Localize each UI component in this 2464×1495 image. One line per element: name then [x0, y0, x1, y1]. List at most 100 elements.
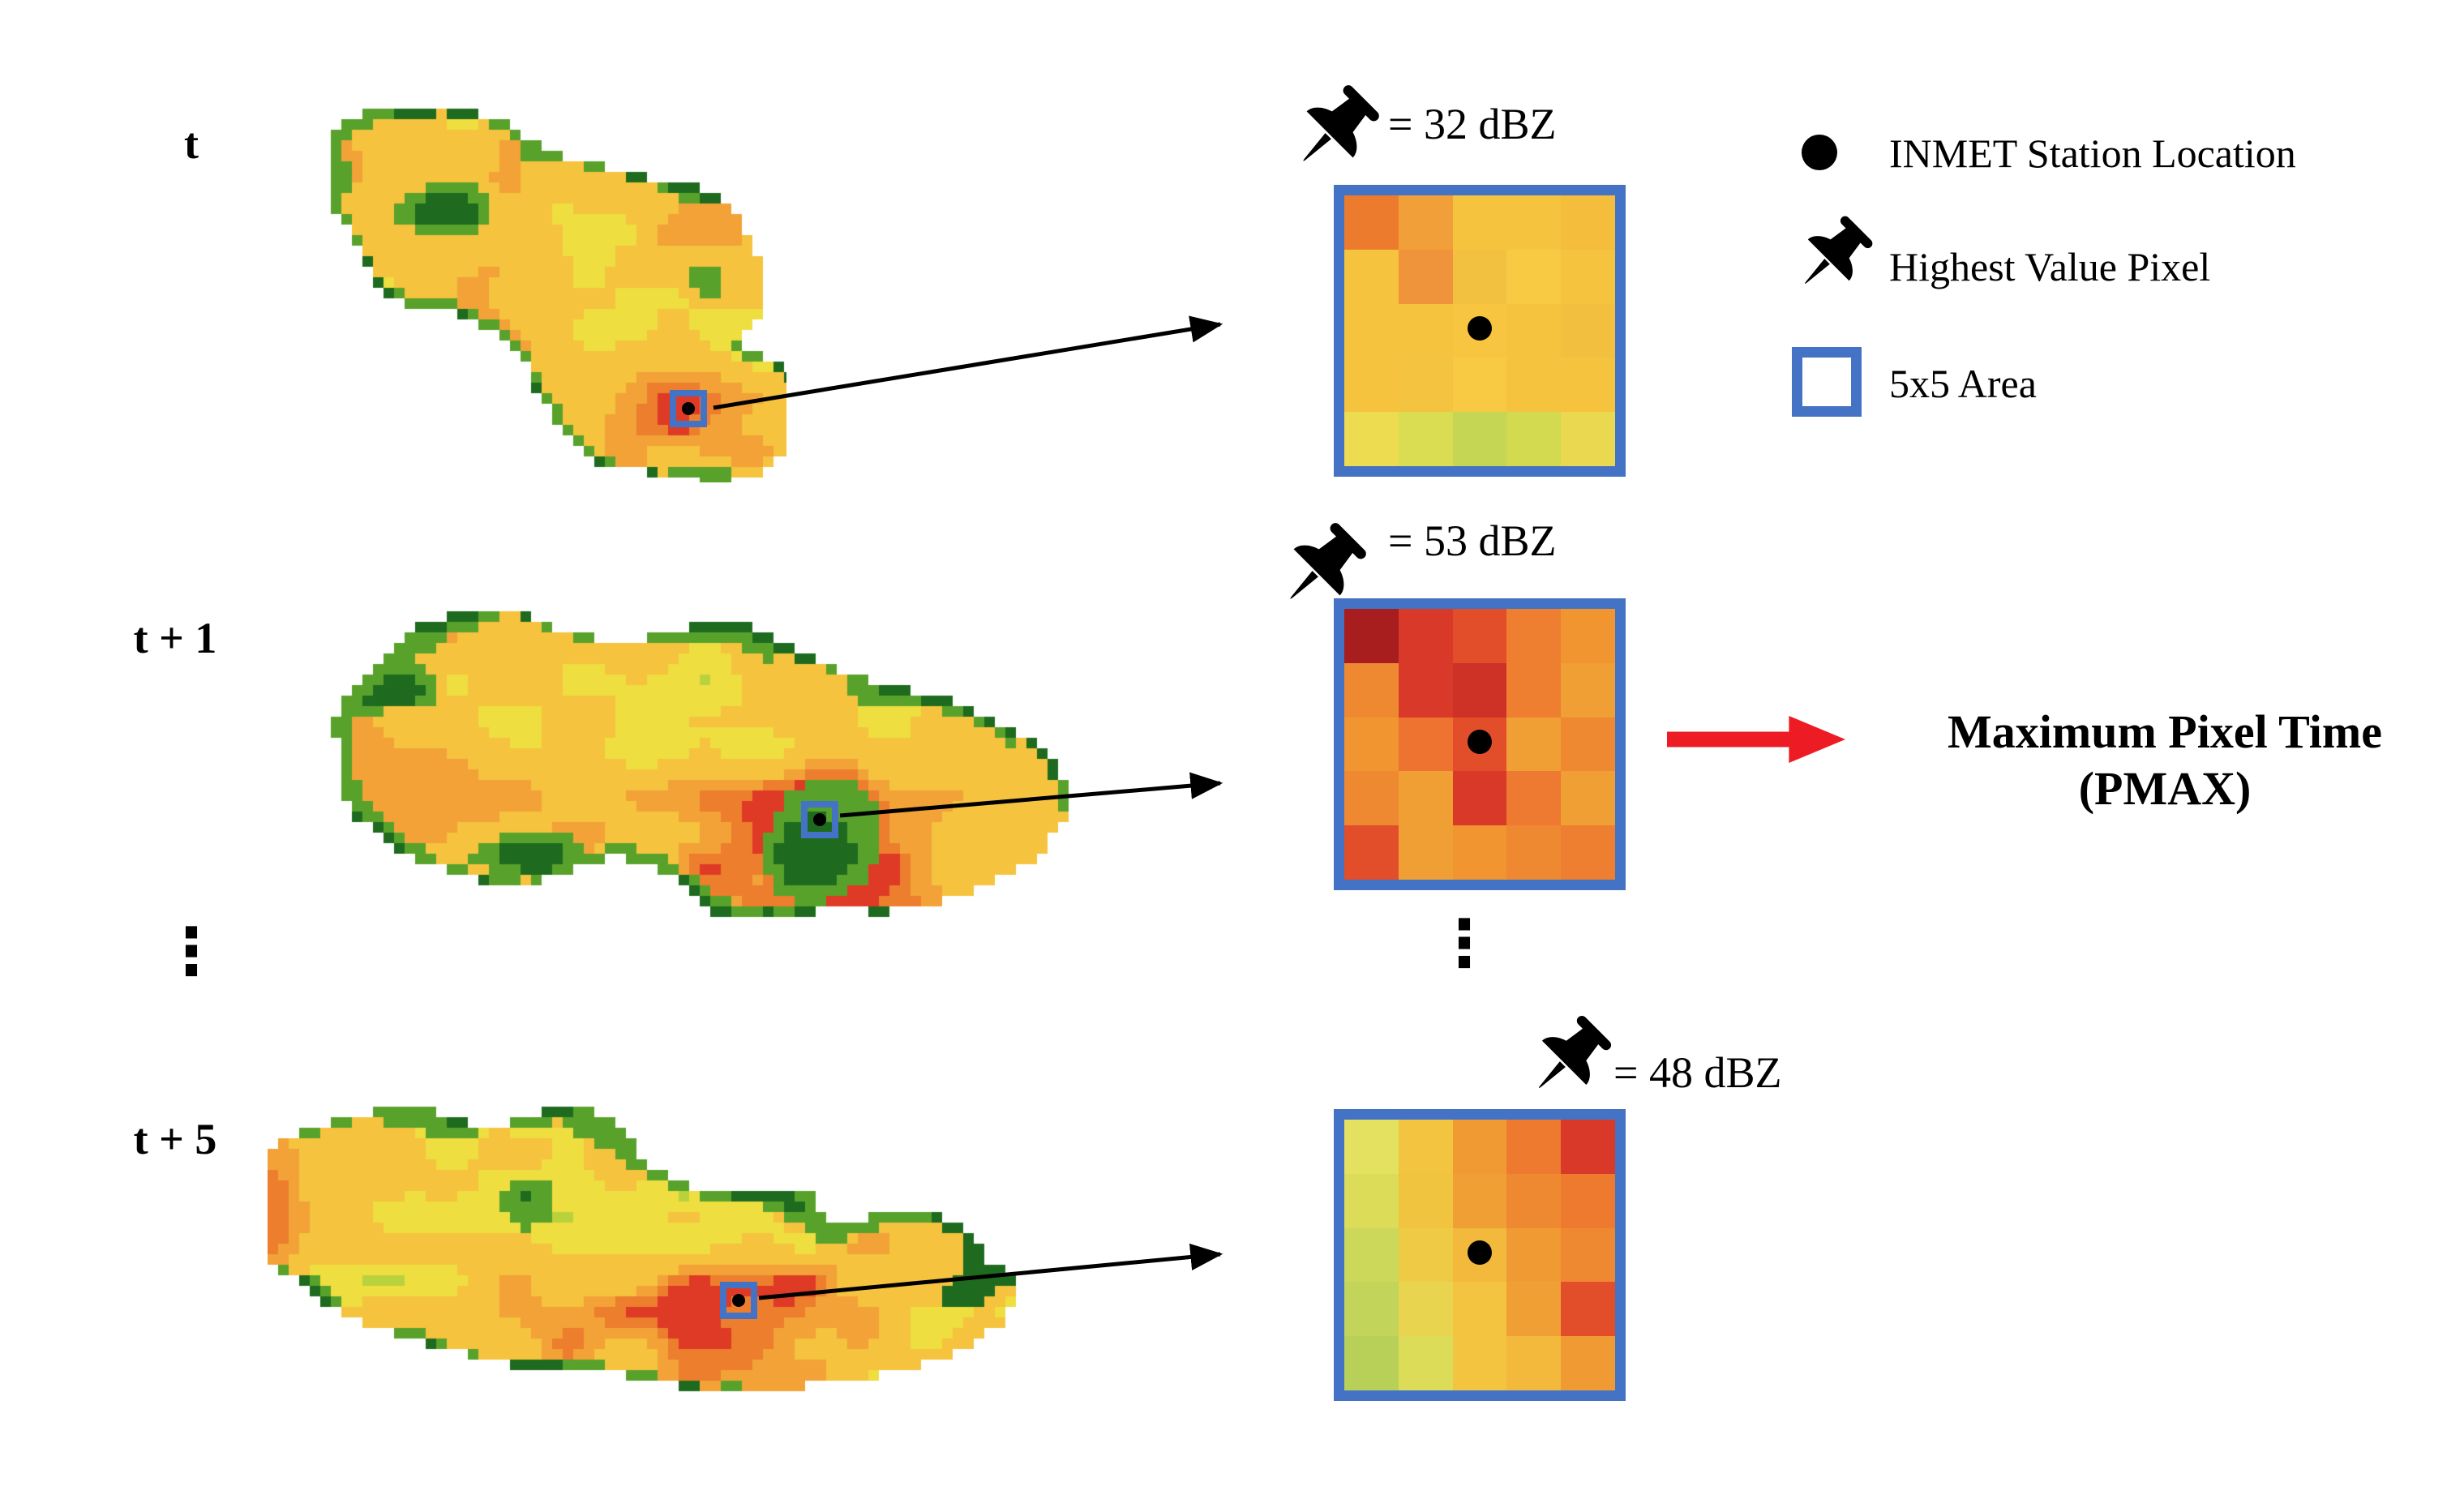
- grid-cell: [1344, 195, 1399, 250]
- pmax-label: Maximum Pixel Time (PMAX): [1881, 704, 2449, 816]
- grid-cell: [1452, 662, 1507, 718]
- grid-cell: [1561, 662, 1615, 718]
- area-square-icon: [1792, 347, 1862, 417]
- pushpin-icon: [1243, 497, 1392, 646]
- station-dot-icon: [813, 813, 826, 826]
- grid-cell: [1344, 303, 1399, 358]
- dbz-value-t1: = 53 dBZ: [1388, 516, 1557, 565]
- grid-cell: [1452, 1282, 1507, 1337]
- grid-cell: [1398, 1282, 1453, 1337]
- time-label-t5: t + 5: [133, 1115, 217, 1163]
- grid-cell: [1344, 1336, 1399, 1390]
- grid-cell: [1398, 303, 1453, 358]
- grid-cell: [1561, 358, 1615, 413]
- grid-cell: [1452, 195, 1507, 250]
- grid-cell: [1398, 412, 1453, 466]
- zoom-grid-t5: [1334, 1109, 1626, 1401]
- vertical-ellipsis-icon: ⋮: [159, 914, 224, 989]
- station-dot-icon: [732, 1294, 745, 1307]
- grid-cell: [1506, 1282, 1562, 1337]
- grid-cell: [1344, 1227, 1399, 1283]
- grid-cell: [1506, 412, 1562, 466]
- grid-cell: [1398, 609, 1453, 663]
- radar-map-t5: [268, 1054, 1038, 1476]
- grid-cell: [1561, 1336, 1615, 1390]
- grid-cell: [1506, 717, 1562, 772]
- grid-cell: [1344, 1282, 1399, 1337]
- grid-cell: [1344, 717, 1399, 772]
- station-dot-icon: [682, 402, 695, 415]
- grid-cell: [1452, 1336, 1507, 1390]
- grid-cell: [1561, 609, 1615, 663]
- legend-label-area: 5x5 Area: [1889, 361, 2037, 406]
- grid-cell: [1506, 358, 1562, 413]
- grid-cell: [1344, 412, 1399, 466]
- pushpin-icon: [1256, 59, 1405, 208]
- map-area-marker: [720, 1282, 757, 1319]
- grid-cell: [1561, 1173, 1615, 1228]
- grid-cell: [1398, 1120, 1453, 1174]
- radar-map-t: [268, 77, 786, 482]
- grid-cell: [1344, 1120, 1399, 1174]
- time-label-t1: t + 1: [133, 614, 217, 662]
- radar-map-t1: [268, 527, 1070, 1013]
- grid-cell: [1452, 771, 1507, 826]
- grid-cell: [1506, 825, 1562, 880]
- pmax-line1: Maximum Pixel Time: [1948, 705, 2382, 758]
- grid-cell: [1452, 1120, 1507, 1174]
- vertical-ellipsis-icon: ⋮: [1432, 906, 1497, 981]
- grid-cell: [1344, 358, 1399, 413]
- grid-cell: [1561, 825, 1615, 880]
- station-dot-icon: [1802, 135, 1837, 170]
- station-dot-icon: [1468, 730, 1492, 754]
- grid-cell: [1506, 609, 1562, 663]
- legend-label-pin: Highest Value Pixel: [1889, 244, 2211, 289]
- grid-cell: [1344, 609, 1399, 663]
- grid-cell: [1452, 358, 1507, 413]
- grid-cell: [1344, 662, 1399, 718]
- grid-cell: [1506, 195, 1562, 250]
- pushpin-icon: [1763, 193, 1896, 326]
- grid-cell: [1344, 771, 1399, 826]
- grid-cell: [1452, 825, 1507, 880]
- grid-cell: [1561, 1120, 1615, 1174]
- zoom-arrow-t: [713, 315, 1223, 410]
- map-area-marker: [670, 390, 707, 427]
- grid-cell: [1561, 195, 1615, 250]
- grid-cell: [1506, 249, 1562, 304]
- station-dot-icon: [1468, 1240, 1492, 1265]
- grid-cell: [1398, 358, 1453, 413]
- grid-cell: [1344, 825, 1399, 880]
- grid-cell: [1506, 1227, 1562, 1283]
- grid-cell: [1398, 1336, 1453, 1390]
- grid-cell: [1561, 771, 1615, 826]
- grid-cell: [1506, 1120, 1562, 1174]
- legend-label-station: INMET Station Location: [1889, 131, 2296, 176]
- grid-cell: [1398, 1173, 1453, 1228]
- pmax-line2: (PMAX): [2078, 761, 2252, 815]
- grid-cell: [1506, 1336, 1562, 1390]
- grid-cell: [1561, 717, 1615, 772]
- grid-cell: [1452, 249, 1507, 304]
- grid-cell: [1344, 249, 1399, 304]
- grid-cell: [1452, 1173, 1507, 1228]
- station-dot-icon: [1468, 316, 1492, 341]
- grid-cell: [1561, 412, 1615, 466]
- grid-cell: [1506, 771, 1562, 826]
- grid-cell: [1398, 1227, 1453, 1283]
- grid-cell: [1398, 771, 1453, 826]
- grid-cell: [1561, 1227, 1615, 1283]
- grid-cell: [1398, 717, 1453, 772]
- grid-cell: [1398, 825, 1453, 880]
- time-label-t: t: [184, 119, 199, 168]
- grid-cell: [1398, 249, 1453, 304]
- dbz-value-t: = 32 dBZ: [1388, 100, 1557, 148]
- grid-cell: [1506, 662, 1562, 718]
- grid-cell: [1561, 249, 1615, 304]
- grid-cell: [1344, 1173, 1399, 1228]
- pushpin-icon: [1493, 991, 1635, 1133]
- grid-cell: [1561, 303, 1615, 358]
- grid-cell: [1506, 1173, 1562, 1228]
- grid-cell: [1452, 609, 1507, 663]
